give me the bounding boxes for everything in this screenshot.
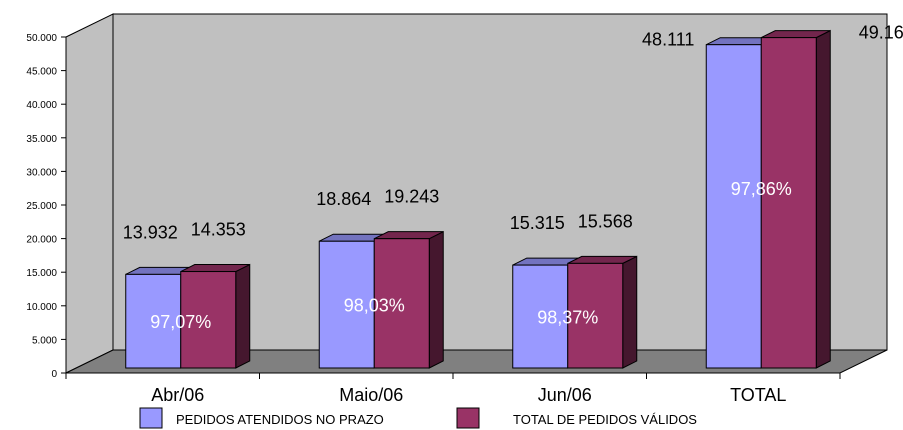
data-label: 13.932 [123, 222, 178, 242]
legend-item: TOTAL DE PEDIDOS VÁLIDOS [456, 407, 697, 429]
data-label: 15.315 [510, 213, 565, 233]
percentage-label: 98,03% [344, 296, 405, 316]
bar-front [125, 273, 182, 369]
bar-front [373, 238, 430, 369]
percentage-label: 98,37% [537, 308, 598, 328]
x-tick-label: Abr/06 [151, 385, 204, 405]
legend-label: PEDIDOS ATENDIDOS NO PRAZO [176, 412, 384, 427]
bar-validos [180, 263, 251, 369]
y-tick-label: 35.000 [26, 134, 57, 145]
y-tick-label: 10.000 [26, 302, 57, 313]
y-tick-label: 5.000 [32, 335, 57, 346]
percentage-label: 97,86% [731, 179, 792, 199]
bar-front [567, 262, 624, 369]
y-tick-label: 50.000 [26, 33, 57, 44]
y-tick-label: 15.000 [26, 268, 57, 279]
data-label: 14.353 [191, 220, 246, 240]
y-tick-label: 30.000 [26, 167, 57, 178]
y-tick-label: 45.000 [26, 67, 57, 78]
percentage-label: 97,07% [150, 312, 211, 332]
bar-side [622, 255, 638, 369]
data-label: 19.243 [384, 187, 439, 207]
bars [125, 29, 831, 369]
legend: PEDIDOS ATENDIDOS NO PRAZO TOTAL DE PEDID… [139, 407, 697, 429]
y-tick-label: 40.000 [26, 100, 57, 111]
bar-side [235, 263, 251, 369]
legend-swatch [456, 407, 480, 429]
data-label: 18.864 [316, 189, 371, 209]
bar-validos [373, 230, 444, 369]
legend-item: PEDIDOS ATENDIDOS NO PRAZO [139, 407, 384, 429]
y-tick-label: 0 [51, 369, 57, 380]
bar-validos [567, 255, 638, 369]
y-tick-label: 25.000 [26, 201, 57, 212]
bar-front [705, 44, 762, 369]
x-axis: Abr/06 Maio/06 Jun/06 TOTAL [151, 385, 786, 405]
bar-front [180, 271, 237, 369]
bar-side [428, 230, 444, 369]
x-tick-label: Maio/06 [339, 385, 403, 405]
data-label: 49.164 [859, 23, 903, 43]
x-tick-label: Jun/06 [538, 385, 592, 405]
y-axis: 0 5.000 10.000 15.000 20.000 25.000 30.000 35.0… [26, 33, 841, 380]
bar-front [512, 264, 569, 369]
side-wall [65, 13, 114, 374]
legend-swatch [139, 407, 163, 429]
legend-label: TOTAL DE PEDIDOS VÁLIDOS [513, 412, 697, 427]
y-tick-label: 20.000 [26, 235, 57, 246]
data-label: 48.111 [642, 30, 694, 50]
bar-side [815, 29, 831, 369]
x-tick-label: TOTAL [730, 385, 786, 405]
bar-validos [760, 29, 831, 369]
bar-front [760, 37, 817, 369]
data-labels: 13.932 18.864 15.315 48.111 14.353 19.243 15.5… [123, 23, 903, 333]
data-label: 15.568 [578, 211, 633, 231]
bar-front [318, 240, 375, 369]
